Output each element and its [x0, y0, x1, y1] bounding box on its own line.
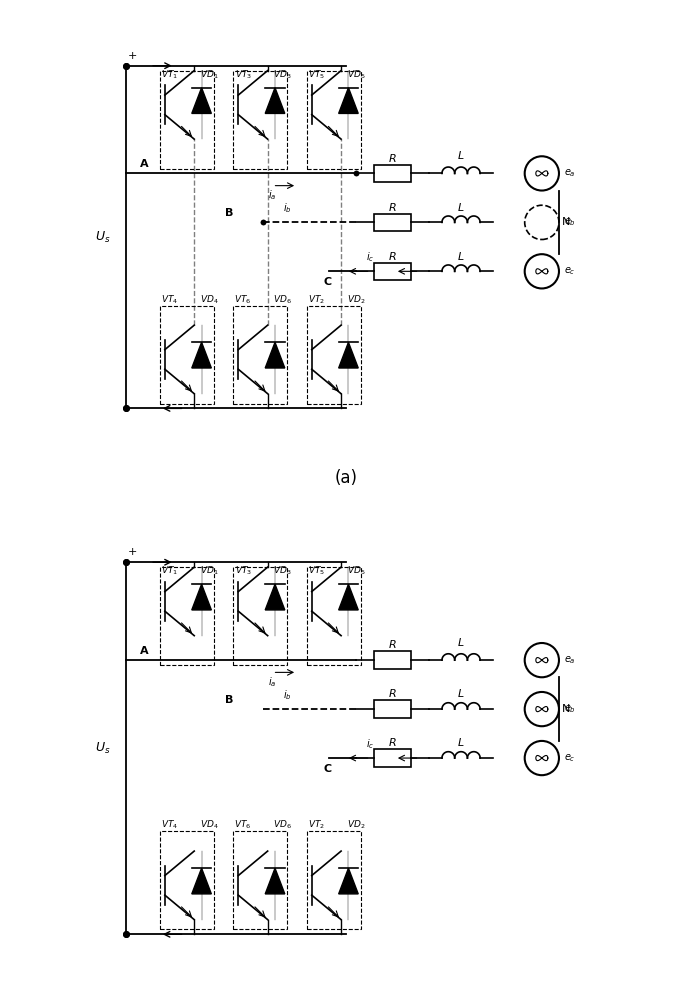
- Text: +: +: [128, 51, 138, 61]
- Text: A: A: [140, 646, 149, 656]
- Bar: [374, 214, 411, 231]
- Text: $i_a$: $i_a$: [268, 188, 277, 202]
- Text: $e_a$: $e_a$: [564, 654, 576, 666]
- Bar: [307, 831, 361, 929]
- Text: C: C: [324, 764, 332, 774]
- Text: L: L: [458, 252, 464, 262]
- Text: L: L: [458, 203, 464, 213]
- Text: $i_a$: $i_a$: [268, 675, 277, 689]
- Text: $VD_3$: $VD_3$: [273, 68, 291, 81]
- Bar: [233, 831, 287, 929]
- Bar: [374, 749, 411, 767]
- Text: $VT_3$: $VT_3$: [235, 565, 252, 577]
- Text: L: L: [458, 638, 464, 648]
- Bar: [160, 306, 214, 404]
- Text: +: +: [128, 547, 138, 557]
- Text: $U_s$: $U_s$: [95, 741, 111, 756]
- Text: $VT_6$: $VT_6$: [235, 293, 252, 306]
- Polygon shape: [265, 342, 285, 368]
- Text: $VD_5$: $VD_5$: [347, 565, 365, 577]
- Text: C: C: [324, 277, 332, 287]
- Text: $VD_1$: $VD_1$: [199, 68, 218, 81]
- Text: L: L: [458, 151, 464, 161]
- Text: L: L: [458, 738, 464, 748]
- Bar: [307, 306, 361, 404]
- Text: R: R: [389, 203, 397, 213]
- Text: $VT_6$: $VT_6$: [235, 819, 252, 831]
- Text: $VD_1$: $VD_1$: [199, 565, 218, 577]
- Polygon shape: [192, 584, 211, 610]
- Text: $e_b$: $e_b$: [564, 703, 576, 715]
- Text: N: N: [561, 217, 570, 227]
- Text: $VD_4$: $VD_4$: [199, 819, 218, 831]
- Text: $VT_1$: $VT_1$: [161, 565, 179, 577]
- Text: R: R: [389, 154, 397, 164]
- Polygon shape: [265, 584, 285, 610]
- Bar: [233, 71, 287, 169]
- Bar: [374, 263, 411, 280]
- Polygon shape: [192, 342, 211, 368]
- Text: $VT_4$: $VT_4$: [161, 293, 179, 306]
- Text: $e_a$: $e_a$: [564, 168, 576, 179]
- Text: L: L: [458, 689, 464, 699]
- Polygon shape: [192, 88, 211, 113]
- Text: $VD_5$: $VD_5$: [347, 68, 365, 81]
- Bar: [307, 71, 361, 169]
- Bar: [233, 567, 287, 665]
- Text: $VD_6$: $VD_6$: [273, 819, 292, 831]
- Text: $VD_6$: $VD_6$: [273, 293, 292, 306]
- Text: N: N: [561, 704, 570, 714]
- Text: (a): (a): [334, 469, 358, 487]
- Bar: [160, 831, 214, 929]
- Bar: [233, 306, 287, 404]
- Text: $e_c$: $e_c$: [564, 265, 576, 277]
- Text: $VT_5$: $VT_5$: [308, 565, 325, 577]
- Polygon shape: [265, 868, 285, 894]
- Bar: [374, 700, 411, 718]
- Text: B: B: [225, 208, 233, 218]
- Polygon shape: [265, 88, 285, 113]
- Text: R: R: [389, 738, 397, 748]
- Text: $VD_2$: $VD_2$: [347, 293, 365, 306]
- Text: $e_c$: $e_c$: [564, 752, 576, 764]
- Polygon shape: [192, 868, 211, 894]
- Text: $VT_2$: $VT_2$: [308, 293, 325, 306]
- Bar: [160, 71, 214, 169]
- Text: $VD_4$: $VD_4$: [199, 293, 218, 306]
- Text: $VT_3$: $VT_3$: [235, 68, 252, 81]
- Text: R: R: [389, 689, 397, 699]
- Bar: [374, 165, 411, 182]
- Polygon shape: [338, 88, 358, 113]
- Text: $e_b$: $e_b$: [564, 216, 576, 228]
- Text: $U_s$: $U_s$: [95, 229, 111, 245]
- Polygon shape: [338, 342, 358, 368]
- Bar: [307, 567, 361, 665]
- Bar: [374, 651, 411, 669]
- Polygon shape: [338, 868, 358, 894]
- Text: R: R: [389, 640, 397, 650]
- Text: R: R: [389, 252, 397, 262]
- Polygon shape: [338, 584, 358, 610]
- Text: A: A: [140, 159, 149, 169]
- Text: $i_b$: $i_b$: [283, 688, 291, 702]
- Text: $VT_4$: $VT_4$: [161, 819, 179, 831]
- Text: $VT_2$: $VT_2$: [308, 819, 325, 831]
- Text: $VD_3$: $VD_3$: [273, 565, 291, 577]
- Text: $VT_5$: $VT_5$: [308, 68, 325, 81]
- Text: $VT_1$: $VT_1$: [161, 68, 179, 81]
- Text: B: B: [225, 695, 233, 705]
- Text: $i_c$: $i_c$: [366, 250, 374, 264]
- Text: $i_c$: $i_c$: [366, 737, 374, 751]
- Text: $VD_2$: $VD_2$: [347, 819, 365, 831]
- Bar: [160, 567, 214, 665]
- Text: $i_b$: $i_b$: [283, 201, 291, 215]
